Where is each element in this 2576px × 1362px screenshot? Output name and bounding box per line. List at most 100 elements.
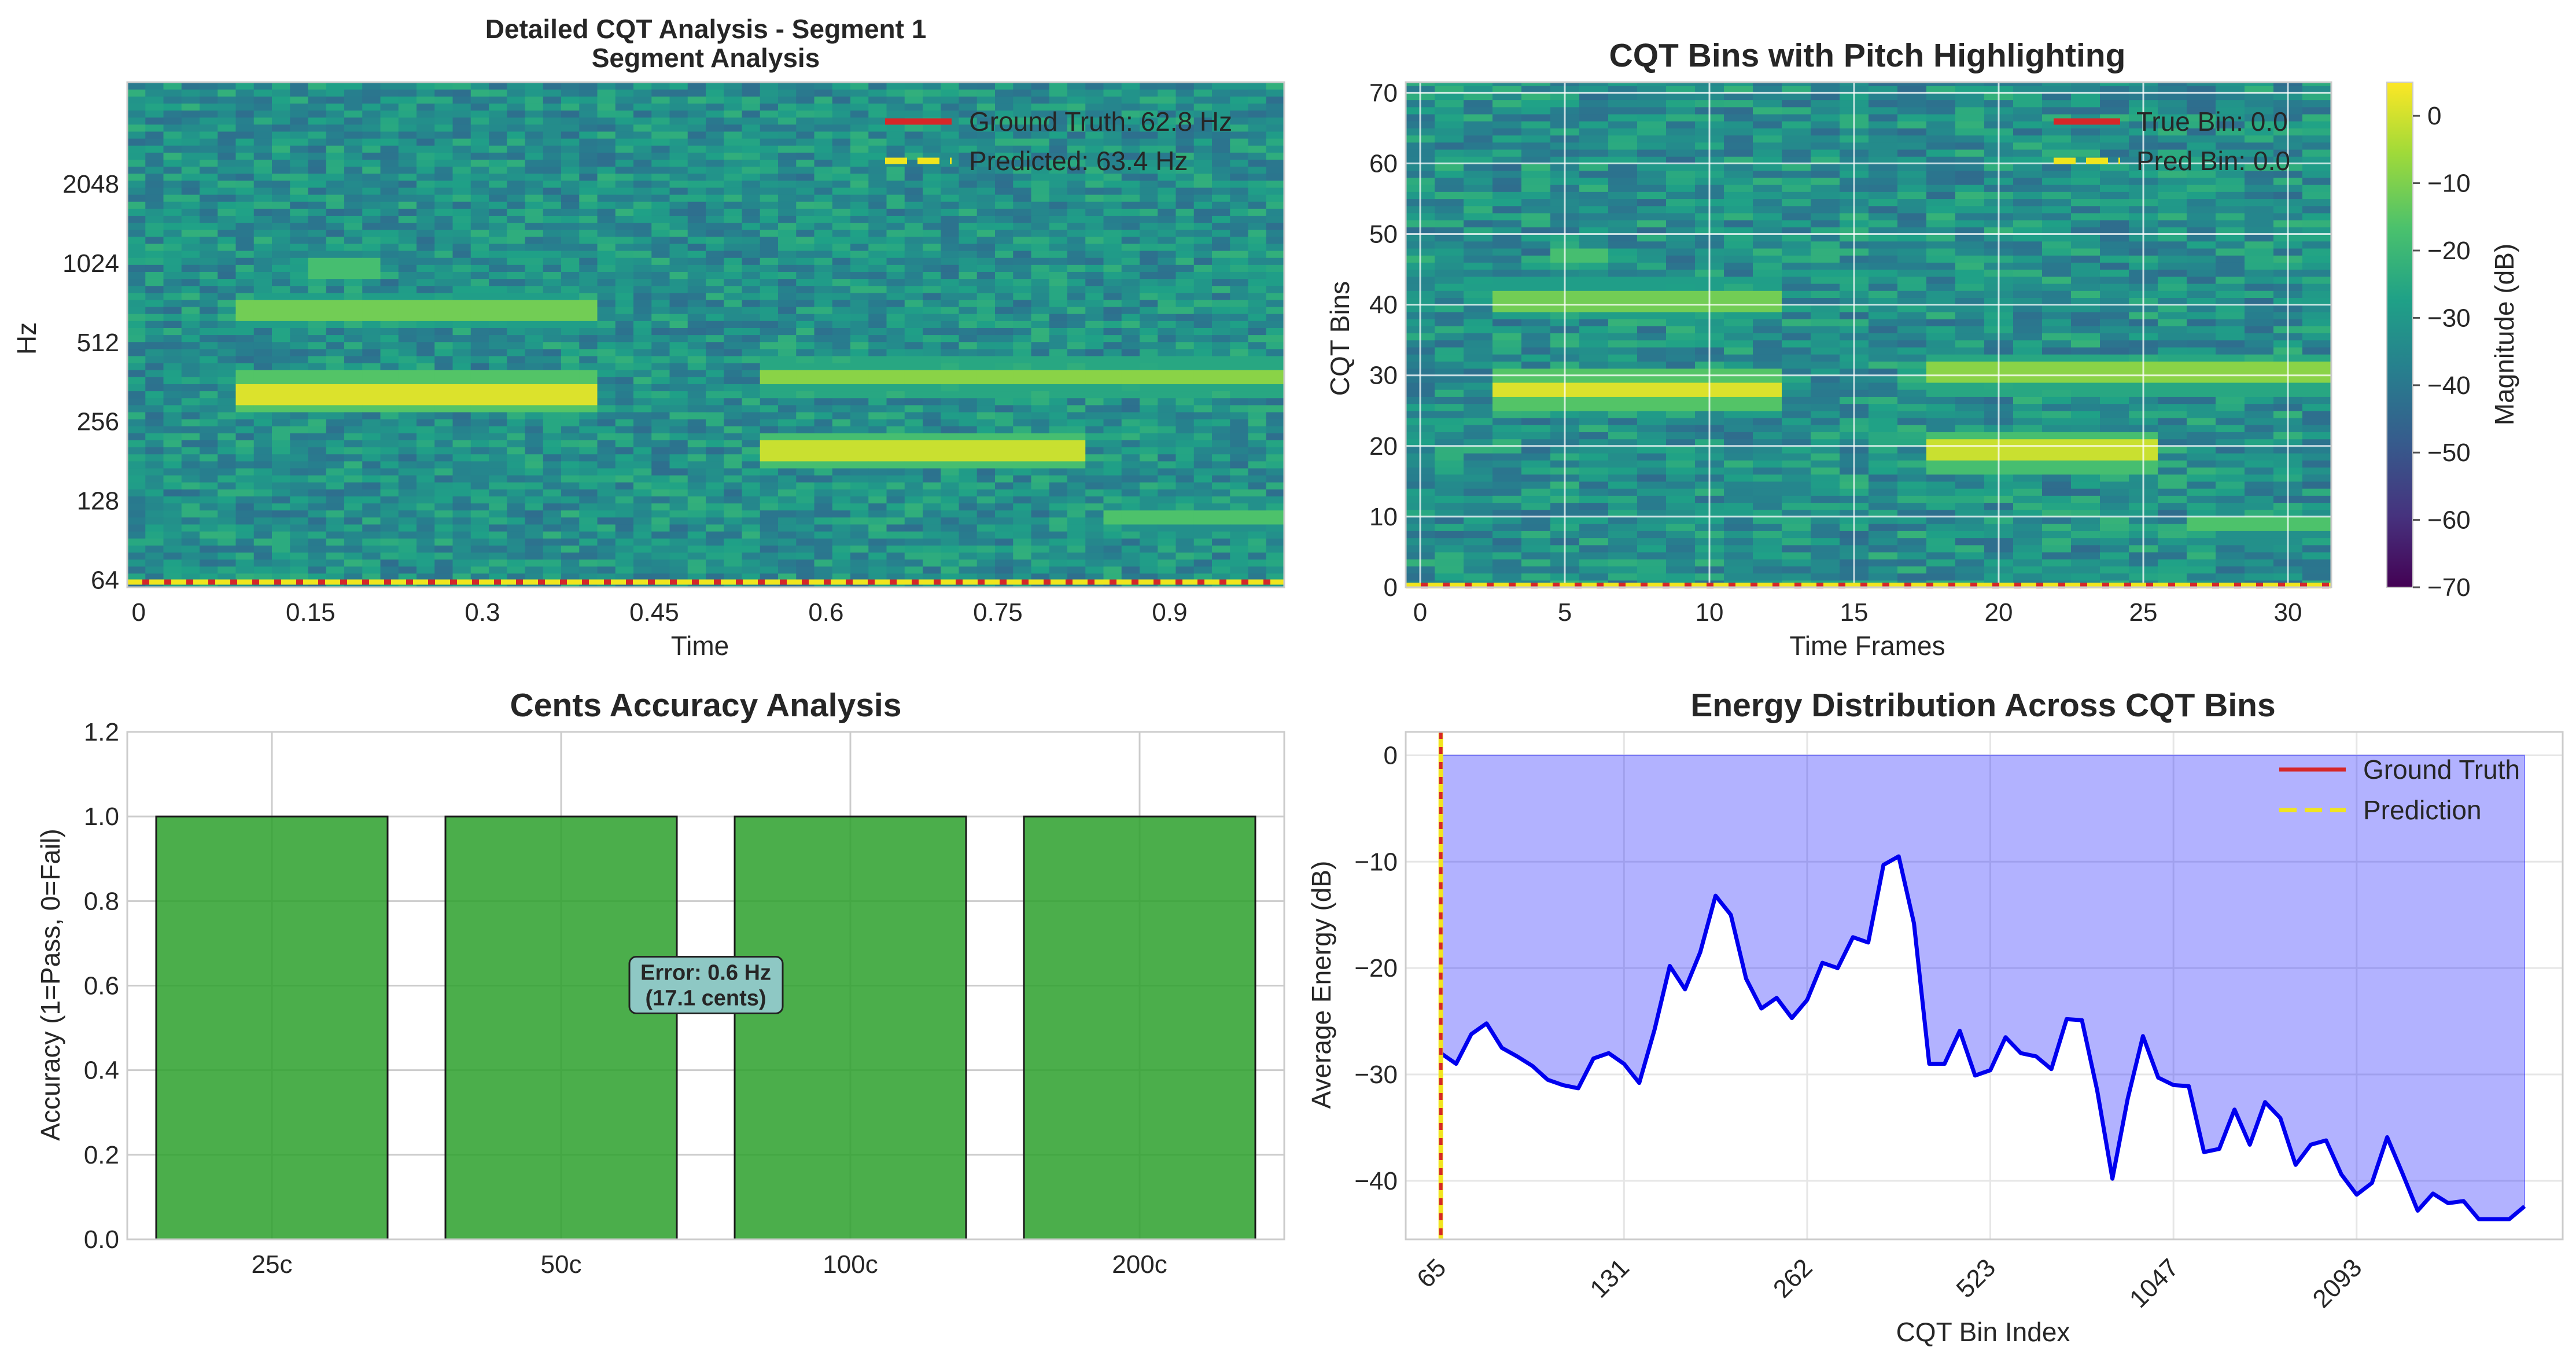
spectrogram-cell: [1230, 314, 1249, 321]
spectrogram-cell: [200, 257, 218, 265]
spectrogram-cell: [1140, 433, 1158, 440]
spectrogram-cell: [669, 377, 688, 384]
spectrogram-cell: [127, 89, 146, 97]
spectrogram-cell: [633, 173, 652, 181]
spectrogram-cell: [760, 201, 779, 209]
spectrogram-x-tick: 0.9: [1152, 598, 1187, 627]
spectrogram-cell: [434, 208, 454, 216]
spectrogram-y-tick: 2048: [62, 170, 119, 198]
spectrogram-cell: [543, 468, 562, 476]
spectrogram-cell: [1158, 377, 1177, 384]
cqt-cell: [1464, 185, 1493, 192]
spectrogram-cell: [235, 531, 255, 539]
spectrogram-cell: [290, 208, 309, 216]
spectrogram-cell: [669, 447, 688, 455]
spectrogram-cell: [1013, 334, 1032, 343]
spectrogram-cell: [923, 89, 941, 97]
spectrogram-cell: [651, 454, 670, 462]
spectrogram-cell: [380, 229, 399, 237]
spectrogram-cell: [959, 222, 978, 230]
spectrogram-cell: [1158, 524, 1177, 532]
spectrogram-cell: [489, 236, 507, 244]
spectrogram-cell: [923, 545, 941, 553]
spectrogram-cell: [615, 489, 634, 496]
spectrogram-cell: [380, 194, 399, 202]
spectrogram-cell: [615, 573, 634, 581]
spectrogram-cell: [417, 187, 435, 195]
spectrogram-cell: [163, 110, 182, 118]
spectrogram-cell: [1248, 201, 1267, 209]
spectrogram-cell: [959, 117, 978, 125]
spectrogram-cell: [724, 447, 743, 455]
spectrogram-cell: [398, 433, 417, 440]
spectrogram-cell: [1158, 208, 1177, 216]
spectrogram-cell: [706, 314, 724, 321]
spectrogram-cell: [1230, 377, 1249, 384]
spectrogram-cell: [163, 194, 182, 202]
spectrogram-cell: [344, 278, 363, 286]
spectrogram-cell: [1013, 404, 1032, 413]
spectrogram-cell: [760, 433, 779, 440]
spectrogram-cell: [1121, 468, 1140, 476]
spectrogram-cell: [434, 82, 454, 90]
spectrogram-cell: [1158, 96, 1177, 104]
spectrogram-cell: [344, 475, 363, 483]
spectrogram-cell: [1121, 321, 1140, 328]
spectrogram-cell: [253, 377, 272, 384]
spectrogram-cell: [1266, 489, 1284, 496]
spectrogram-cell: [525, 552, 544, 560]
spectrogram-cell: [1230, 173, 1249, 181]
spectrogram-cell: [1175, 166, 1195, 174]
spectrogram-cell: [976, 545, 996, 553]
cqt-cell: [1521, 460, 1551, 468]
spectrogram-cell: [687, 173, 706, 181]
spectrogram-cell: [1248, 117, 1267, 125]
spectrogram-cell: [941, 307, 960, 314]
spectrogram-cell: [1103, 496, 1122, 504]
spectrogram-cell: [1230, 257, 1249, 265]
spectrogram-cell: [832, 510, 851, 518]
spectrogram-cell: [1049, 166, 1068, 174]
spectrogram-cell: [669, 552, 688, 560]
spectrogram-cell: [850, 145, 869, 153]
spectrogram-cell: [1085, 299, 1104, 307]
spectrogram-cell: [669, 411, 688, 419]
spectrogram-cell: [904, 503, 923, 511]
spectrogram-cell: [796, 201, 815, 209]
cqt-cell: [1521, 128, 1551, 136]
spectrogram-cell: [380, 215, 399, 223]
spectrogram-cell: [218, 201, 237, 209]
spectrogram-cell: [1031, 208, 1050, 216]
spectrogram-cell: [163, 573, 182, 581]
spectrogram-cell: [380, 545, 399, 553]
spectrogram-cell: [200, 187, 218, 195]
spectrogram-cell: [398, 440, 417, 448]
cqt-cell: [1521, 340, 1551, 348]
spectrogram-cell: [706, 475, 724, 483]
spectrogram-cell: [633, 426, 652, 433]
spectrogram-cell: [976, 152, 996, 160]
spectrogram-cell: [1085, 503, 1104, 511]
spectrogram-cell: [1013, 229, 1032, 237]
spectrogram-cell: [1266, 264, 1284, 272]
cqt-cell: [1464, 432, 1493, 440]
cqt-cell: [1435, 276, 1464, 284]
spectrogram-cell: [651, 152, 670, 160]
spectrogram-cell: [470, 285, 489, 293]
spectrogram-cell: [561, 538, 580, 546]
spectrogram-cell: [959, 89, 978, 97]
spectrogram-cell: [923, 411, 941, 419]
spectrogram-cell: [778, 461, 797, 469]
cqt-cell: [1435, 262, 1464, 270]
spectrogram-cell: [742, 454, 761, 462]
spectrogram-cell: [742, 475, 761, 483]
spectrogram-cell: [1049, 152, 1068, 160]
spectrogram-cell: [290, 201, 309, 209]
spectrogram-cell: [163, 271, 182, 279]
spectrogram-cell: [669, 348, 688, 356]
spectrogram-cell: [1085, 159, 1104, 167]
spectrogram-cell: [923, 236, 941, 244]
spectrogram-cell: [886, 215, 905, 223]
spectrogram-cell: [760, 503, 779, 511]
spectrogram-cell: [923, 299, 941, 307]
